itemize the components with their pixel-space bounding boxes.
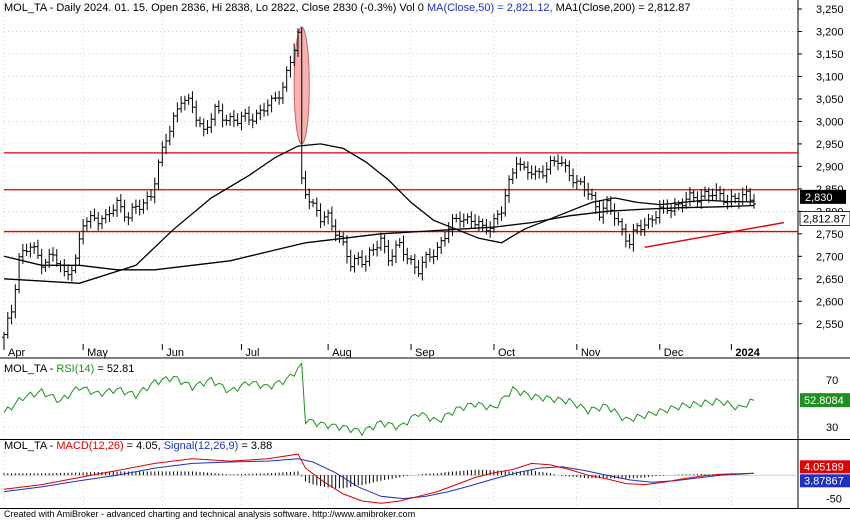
macd-value-box — [800, 460, 850, 474]
month-label: Jul — [245, 347, 259, 359]
month-label: Aug — [332, 347, 352, 359]
last-close-label: 2,830 — [805, 192, 833, 204]
price-header: MOL_TA - Daily 2024. 01. 15. Open 2836, … — [4, 2, 691, 14]
rsi-tick-label: 70 — [826, 375, 838, 387]
rsi-value-label: 52.8084 — [804, 395, 844, 407]
macd-line — [3, 453, 755, 504]
signal-line — [3, 458, 755, 500]
footer-credit: Created with AmiBroker - advanced charti… — [4, 509, 415, 519]
month-label: Oct — [498, 347, 515, 359]
macd-tick-label: -50 — [826, 494, 842, 506]
trendline — [644, 221, 785, 249]
signal-value-label: 3.87867 — [804, 475, 844, 487]
price-tick-label: 2,900 — [816, 161, 844, 173]
price-tick-label: 2,650 — [816, 274, 844, 286]
macd-panel[interactable]: -50 4.05189 3.87867 — [3, 453, 850, 506]
ma200-value-label: 2,812.87 — [803, 214, 846, 226]
month-label: Apr — [8, 347, 25, 359]
price-tick-label: 2,750 — [816, 229, 844, 241]
month-label: May — [87, 347, 108, 359]
month-label: 2024 — [735, 347, 760, 359]
ma200-box — [799, 211, 850, 226]
price-tick-label: 3,150 — [816, 49, 844, 61]
rsi-panel[interactable]: 30 70 52.8084 — [3, 362, 850, 437]
signal-value-box — [800, 474, 850, 488]
price-tick-label: 3,100 — [816, 71, 844, 83]
price-tick-label: 3,050 — [816, 94, 844, 106]
price-tick-label: 2,700 — [816, 251, 844, 263]
rsi-header: MOL_TA - RSI(14) = 52.81 — [4, 363, 134, 375]
price-tick-label: 2,950 — [816, 139, 844, 151]
macd-header: MOL_TA - MACD(12,26) = 4.05, Signal(12,2… — [4, 440, 272, 452]
ma50-line — [3, 143, 755, 284]
last-close-box — [800, 189, 846, 204]
month-label: Dec — [664, 347, 684, 359]
rsi-value-box — [800, 393, 850, 408]
price-tick-label: 3,250 — [816, 4, 844, 16]
grid: 2,5502,6002,6502,7002,7502,8002,8502,900… — [0, 0, 850, 509]
rsi-line — [3, 362, 755, 437]
rsi-tick-label: 30 — [826, 422, 838, 434]
month-label: Nov — [581, 347, 601, 359]
macd-value-label: 4.05189 — [804, 461, 844, 473]
price-tick-label: 3,200 — [816, 26, 844, 38]
price-panel[interactable]: 2,830 2,812.87 — [2, 26, 850, 345]
price-tick-label: 2,600 — [816, 296, 844, 308]
month-label: Jun — [166, 347, 184, 359]
ma200-line — [3, 204, 755, 271]
month-label: Sep — [415, 347, 435, 359]
price-tick-label: 2,550 — [816, 319, 844, 331]
price-tick-label: 3,000 — [816, 116, 844, 128]
